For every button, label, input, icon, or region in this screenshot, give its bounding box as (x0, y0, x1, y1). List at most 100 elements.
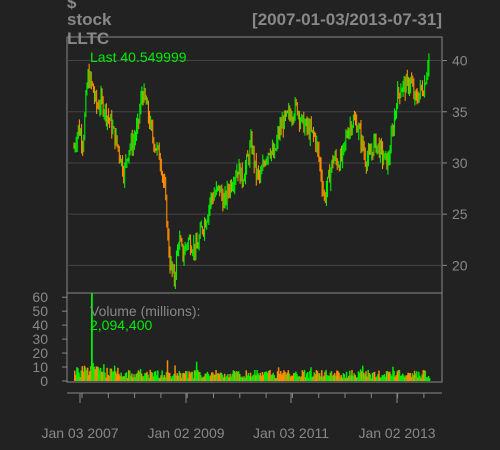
title-line-2: stock (67, 10, 112, 29)
volume-bar (325, 369, 327, 381)
volume-bar (231, 373, 233, 381)
volume-bar (212, 372, 214, 381)
volume-bar (273, 375, 276, 381)
volume-bar (303, 369, 306, 381)
volume-bar (389, 371, 391, 381)
volume-bar (417, 377, 419, 381)
volume-bar (280, 371, 282, 381)
volume-bar (193, 370, 196, 381)
volume-bar (256, 370, 258, 381)
title-line-3: LLTC (67, 29, 110, 48)
volume-bar (79, 376, 81, 381)
volume-bar (168, 372, 171, 381)
volume-bar (395, 375, 397, 381)
volume-bar (86, 367, 89, 381)
volume-bar (211, 372, 213, 381)
volume-bar (77, 368, 79, 381)
price-panel: 20 25 30 35 40 Last 40.549999 (66, 36, 468, 294)
volume-bar (88, 374, 90, 381)
volume-bar (135, 373, 137, 381)
volume-bar (307, 372, 309, 381)
volume-bar (234, 372, 237, 381)
volume-bar (317, 373, 320, 381)
volume-bar (232, 370, 235, 381)
volume-bar (312, 376, 314, 381)
price-y-tick-label: 25 (452, 206, 468, 222)
volume-bar (119, 376, 121, 381)
volume-bar (405, 375, 407, 381)
volume-bar (107, 374, 109, 381)
volume-bar (267, 373, 269, 381)
volume-bar (125, 372, 128, 381)
volume-bar (116, 374, 118, 381)
volume-bar (257, 373, 259, 381)
volume-bar (109, 368, 112, 381)
last-price-legend: Last 40.549999 (90, 49, 187, 65)
volume-bar (233, 371, 236, 381)
volume-bar (341, 377, 344, 381)
volume-bar (165, 372, 168, 381)
volume-bar (255, 375, 257, 381)
volume-bar (326, 375, 328, 381)
volume-bar (354, 374, 356, 381)
volume-bar (95, 366, 98, 381)
price-y-tick-label: 35 (452, 104, 468, 120)
x-tick-label: Jan 03 2011 (253, 425, 329, 441)
volume-bar (329, 372, 332, 381)
volume-bar (121, 376, 123, 381)
volume-bar (277, 367, 280, 381)
volume-bar (346, 377, 349, 381)
volume-bar (315, 370, 318, 381)
volume-title: Volume (millions): (90, 303, 200, 319)
volume-bar (126, 377, 129, 381)
volume-bar (335, 375, 337, 381)
x-minor-ticks (81, 393, 425, 398)
volume-bar (305, 373, 308, 381)
volume-bar (301, 370, 304, 381)
volume-bar (343, 374, 346, 381)
x-tick-labels: Jan 03 2007 Jan 02 2009 Jan 03 2011 Jan 02 … (41, 393, 436, 441)
volume-bar (300, 376, 303, 381)
volume-bar (80, 370, 82, 381)
volume-bar (287, 370, 290, 381)
volume-bar (292, 373, 295, 381)
volume-bar (393, 370, 395, 381)
x-axis: Jan 03 2007 Jan 02 2009 Jan 03 2011 Jan 02 … (41, 392, 442, 441)
volume-bar (131, 373, 133, 381)
volume-bar (359, 369, 362, 381)
volume-bar (202, 376, 204, 381)
volume-bar (394, 376, 396, 381)
volume-bar (97, 367, 100, 381)
volume-bar (105, 377, 107, 381)
volume-bar (401, 373, 404, 381)
volume-bar (311, 376, 313, 381)
volume-bar (188, 371, 190, 381)
volume-bar (139, 369, 142, 381)
volume-bar (194, 370, 197, 381)
volume-bar (259, 372, 262, 381)
volume-bar (89, 371, 91, 381)
volume-y-tick-label: 50 (32, 303, 48, 319)
volume-bar (207, 373, 210, 381)
volume-bar (318, 373, 321, 381)
volume-bar (269, 369, 271, 381)
volume-bar (170, 376, 172, 381)
volume-bar (230, 376, 232, 381)
volume-bar (278, 373, 281, 381)
volume-bar (271, 374, 273, 381)
volume-bar (93, 366, 95, 381)
volume-bar (247, 372, 250, 381)
volume-bar (185, 371, 187, 381)
volume-bar (76, 367, 78, 381)
volume-bar (75, 374, 77, 381)
volume-bar (382, 375, 385, 381)
volume-bar (120, 372, 122, 381)
volume-bar (158, 378, 160, 381)
volume-bar (179, 372, 182, 381)
volume-bar (282, 372, 284, 381)
volume-bar (173, 374, 175, 381)
volume-bar (348, 375, 350, 381)
volume-bar (143, 375, 145, 381)
volume-bar (379, 377, 381, 381)
